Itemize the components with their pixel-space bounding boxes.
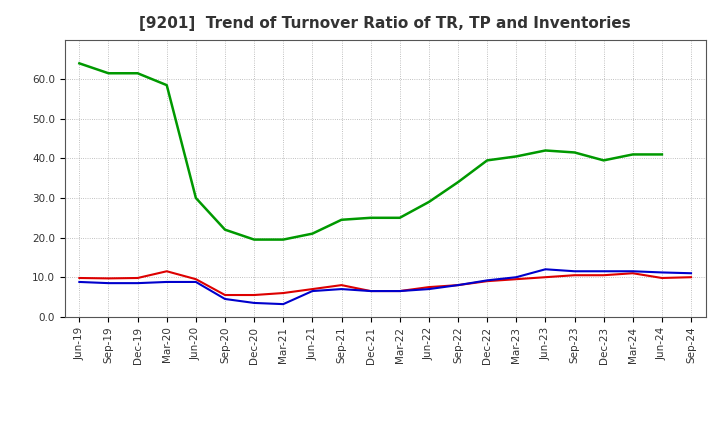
Trade Payables (337, 286, 346, 292)
Title: [9201]  Trend of Turnover Ratio of TR, TP and Inventories: [9201] Trend of Turnover Ratio of TR, TP… (140, 16, 631, 32)
Trade Receivables (366, 289, 375, 294)
Trade Payables (687, 271, 696, 276)
Trade Payables (512, 275, 521, 280)
Inventories (163, 82, 171, 88)
Inventories (512, 154, 521, 159)
Trade Receivables (279, 290, 287, 296)
Trade Receivables (75, 275, 84, 281)
Trade Receivables (570, 272, 579, 278)
Trade Receivables (337, 282, 346, 288)
Trade Payables (250, 300, 258, 305)
Trade Payables (133, 281, 142, 286)
Inventories (337, 217, 346, 222)
Inventories (395, 215, 404, 220)
Trade Receivables (687, 275, 696, 280)
Inventories (599, 158, 608, 163)
Trade Payables (395, 289, 404, 294)
Trade Receivables (220, 292, 229, 297)
Inventories (220, 227, 229, 232)
Inventories (250, 237, 258, 242)
Trade Payables (483, 278, 492, 283)
Trade Receivables (483, 279, 492, 284)
Inventories (629, 152, 637, 157)
Trade Receivables (395, 289, 404, 294)
Line: Inventories: Inventories (79, 63, 662, 239)
Trade Receivables (192, 276, 200, 282)
Trade Receivables (308, 286, 317, 292)
Trade Receivables (163, 268, 171, 274)
Trade Receivables (104, 276, 113, 281)
Trade Payables (308, 289, 317, 294)
Line: Trade Receivables: Trade Receivables (79, 271, 691, 295)
Trade Payables (220, 297, 229, 302)
Trade Payables (104, 281, 113, 286)
Inventories (133, 70, 142, 76)
Trade Payables (192, 279, 200, 285)
Trade Payables (366, 289, 375, 294)
Trade Payables (541, 267, 550, 272)
Inventories (541, 148, 550, 153)
Trade Receivables (454, 282, 462, 288)
Line: Trade Payables: Trade Payables (79, 269, 691, 304)
Trade Receivables (250, 292, 258, 297)
Inventories (308, 231, 317, 236)
Trade Payables (425, 286, 433, 292)
Trade Payables (570, 268, 579, 274)
Inventories (483, 158, 492, 163)
Trade Receivables (629, 271, 637, 276)
Trade Receivables (541, 275, 550, 280)
Trade Payables (629, 268, 637, 274)
Trade Payables (279, 301, 287, 307)
Trade Payables (163, 279, 171, 285)
Trade Receivables (657, 275, 666, 281)
Inventories (366, 215, 375, 220)
Inventories (425, 199, 433, 205)
Trade Payables (657, 270, 666, 275)
Trade Receivables (512, 276, 521, 282)
Trade Payables (454, 282, 462, 288)
Trade Receivables (133, 275, 142, 281)
Inventories (279, 237, 287, 242)
Inventories (75, 61, 84, 66)
Inventories (657, 152, 666, 157)
Trade Payables (75, 279, 84, 285)
Inventories (104, 70, 113, 76)
Trade Payables (599, 268, 608, 274)
Trade Receivables (599, 272, 608, 278)
Inventories (192, 195, 200, 201)
Trade Receivables (425, 284, 433, 290)
Inventories (454, 180, 462, 185)
Inventories (570, 150, 579, 155)
